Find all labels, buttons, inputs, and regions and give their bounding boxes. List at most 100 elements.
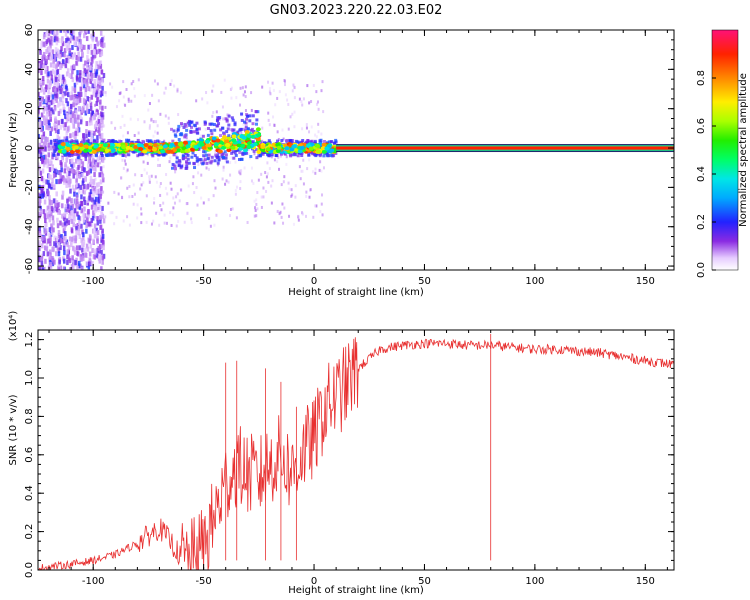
noise-blob <box>238 169 241 173</box>
noise-blob <box>206 101 209 105</box>
noise-blob <box>52 63 56 69</box>
noise-blob <box>38 133 40 139</box>
noise-blob <box>56 86 59 92</box>
x-tick-label: 50 <box>418 576 431 587</box>
noise-blob <box>94 210 97 214</box>
noise-blob <box>92 88 96 94</box>
noise-blob <box>122 80 125 84</box>
noise-blob <box>91 215 95 221</box>
noise-blob <box>99 166 103 172</box>
noise-blob <box>81 207 85 213</box>
noise-blob <box>84 87 88 93</box>
track-haze <box>182 154 186 158</box>
noise-blob <box>64 162 67 168</box>
noise-blob <box>253 199 256 203</box>
noise-blob <box>298 97 301 101</box>
noise-blob <box>136 216 139 220</box>
noise-blob <box>243 90 246 94</box>
noise-blob <box>73 40 76 46</box>
noise-blob <box>172 213 175 217</box>
noise-blob <box>86 96 89 102</box>
noise-blob <box>89 106 93 112</box>
noise-blob <box>297 214 300 218</box>
noise-blob <box>64 63 68 69</box>
track-haze <box>68 140 72 144</box>
noise-blob <box>193 191 196 195</box>
noise-blob <box>71 132 75 138</box>
noise-blob <box>43 54 46 60</box>
noise-blob <box>63 48 67 54</box>
noise-blob <box>85 36 89 42</box>
noise-blob <box>109 211 112 215</box>
noise-blob <box>102 239 105 245</box>
noise-blob <box>283 175 286 179</box>
noise-blob <box>63 225 67 231</box>
track-haze <box>65 151 69 155</box>
noise-blob <box>314 167 317 171</box>
track-haze <box>157 152 161 156</box>
x-tick-label: -100 <box>82 276 105 287</box>
noise-blob <box>293 86 296 90</box>
noise-blob <box>77 114 80 120</box>
track-haze <box>57 139 61 143</box>
noise-blob <box>313 204 316 208</box>
noise-blob <box>191 182 194 186</box>
track-haze <box>300 140 304 144</box>
noise-blob <box>288 214 291 218</box>
track-point <box>225 142 231 147</box>
colorbar-tick-label: 0.0 <box>696 262 707 278</box>
noise-blob <box>118 92 121 96</box>
noise-blob <box>71 86 74 92</box>
noise-blob <box>257 178 260 182</box>
track-haze <box>232 156 236 160</box>
noise-blob <box>90 222 93 228</box>
noise-blob <box>40 86 44 92</box>
colorbar-tick-label: 0.8 <box>696 70 707 86</box>
noise-blob <box>61 92 65 98</box>
noise-blob <box>166 192 169 196</box>
noise-blob <box>209 224 212 228</box>
noise-blob <box>48 159 52 165</box>
track-point <box>60 142 66 147</box>
noise-blob <box>100 249 103 255</box>
track-haze <box>189 130 193 134</box>
track-point <box>198 138 204 143</box>
noise-blob <box>220 90 223 94</box>
noise-blob <box>74 134 77 140</box>
noise-blob <box>85 171 89 177</box>
track-haze <box>132 150 136 154</box>
noise-blob <box>87 159 91 165</box>
track-haze <box>224 156 228 160</box>
track-haze <box>215 124 219 128</box>
noise-blob <box>222 168 225 172</box>
noise-blob <box>64 31 68 37</box>
track-haze <box>334 151 338 155</box>
noise-blob <box>140 221 143 225</box>
noise-blob <box>282 180 285 184</box>
noise-blob <box>317 130 320 134</box>
track-haze <box>100 154 104 158</box>
noise-blob <box>53 122 57 128</box>
track-haze <box>219 134 223 138</box>
noise-blob <box>53 259 56 265</box>
track-point <box>217 149 223 154</box>
track-haze <box>202 150 206 154</box>
noise-blob <box>83 137 86 143</box>
noise-blob <box>77 92 81 98</box>
noise-blob <box>169 181 172 185</box>
x-tick-label: 0 <box>311 576 317 587</box>
noise-blob <box>45 84 48 90</box>
track-haze <box>61 139 65 143</box>
noise-blob <box>65 118 69 124</box>
colorbar-gradient <box>711 29 739 271</box>
noise-blob <box>48 101 51 107</box>
noise-blob <box>93 254 97 260</box>
track-haze <box>210 122 214 126</box>
noise-blob <box>286 98 289 102</box>
noise-blob <box>73 87 77 93</box>
noise-blob <box>73 93 77 99</box>
noise-blob <box>125 88 128 92</box>
noise-blob <box>61 74 65 80</box>
noise-blob <box>56 217 59 223</box>
